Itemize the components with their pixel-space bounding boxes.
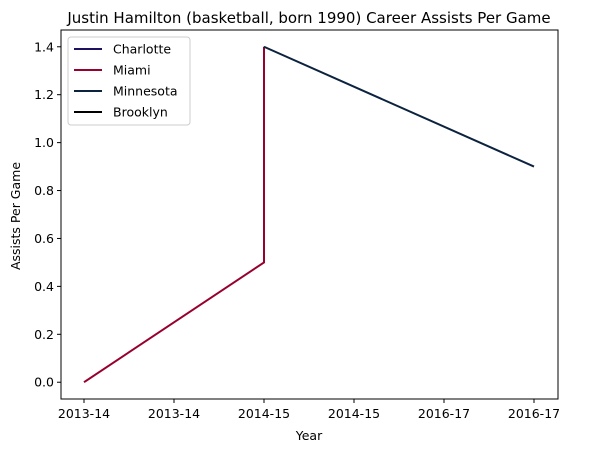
x-tick-label: 2016-17: [418, 406, 470, 421]
y-tick-label: 1.4: [34, 39, 54, 54]
legend: Charlotte Miami Minnesota Brooklyn: [67, 36, 191, 126]
x-axis-label: Year: [295, 428, 323, 443]
y-tick-label: 0.8: [34, 183, 54, 198]
legend-label-miami: Miami: [113, 63, 151, 78]
plot-area: 0.0 0.2 0.4 0.6 0.8 1.0 1.2 1.4 2013-14 2013-14 20…: [34, 29, 560, 421]
y-tick-label: 0.0: [34, 375, 54, 390]
x-tick-label: 2014-15: [238, 406, 290, 421]
x-tick-label: 2016-17: [508, 406, 560, 421]
legend-label-minnesota: Minnesota: [113, 84, 178, 99]
y-axis-label: Assists Per Game: [8, 162, 23, 270]
y-tick-label: 0.2: [34, 327, 54, 342]
y-tick-label: 0.6: [34, 231, 54, 246]
plot-frame: [60, 29, 559, 400]
legend-label-charlotte: Charlotte: [113, 42, 171, 57]
y-tick-label: 1.2: [34, 87, 54, 102]
y-tick-label: 0.4: [34, 279, 54, 294]
legend-box: [67, 36, 191, 126]
y-tick-label: 1.0: [34, 135, 54, 150]
chart-title: Justin Hamilton (basketball, born 1990) …: [66, 9, 550, 27]
x-tick-label: 2013-14: [148, 406, 200, 421]
legend-label-brooklyn: Brooklyn: [113, 105, 168, 120]
series-line-minnesota: [263, 45, 535, 168]
series-line-miami: [83, 46, 265, 384]
x-tick-label: 2013-14: [58, 406, 110, 421]
x-tick-label: 2014-15: [328, 406, 380, 421]
